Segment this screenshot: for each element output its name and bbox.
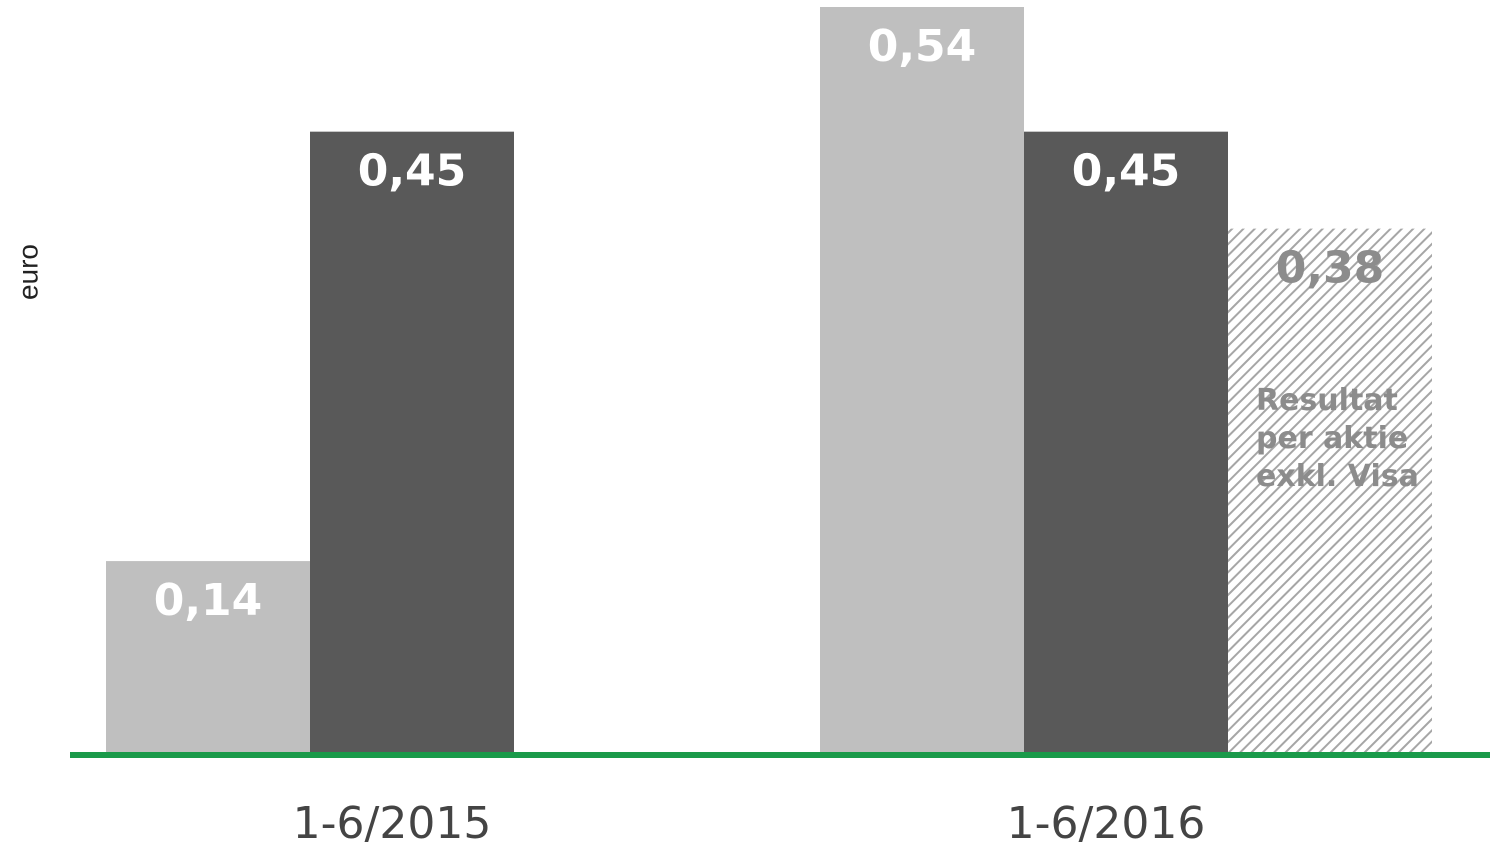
value-label: 0,14 <box>154 575 263 626</box>
annotation: Resultat per aktie exkl. Visa <box>1256 383 1419 494</box>
bar <box>310 131 514 755</box>
value-label: 0,45 <box>358 146 467 197</box>
value-label: 0,45 <box>1072 146 1181 197</box>
value-label: 0,54 <box>868 21 977 72</box>
x-tick-label: 1-6/2016 <box>1007 798 1206 849</box>
x-tick-label: 1-6/2015 <box>293 798 492 849</box>
bar <box>1228 228 1432 755</box>
bar <box>106 561 310 755</box>
y-axis-label: euro <box>12 244 43 300</box>
bar <box>1024 131 1228 755</box>
bar <box>820 7 1024 755</box>
value-label: 0,38 <box>1276 243 1385 294</box>
